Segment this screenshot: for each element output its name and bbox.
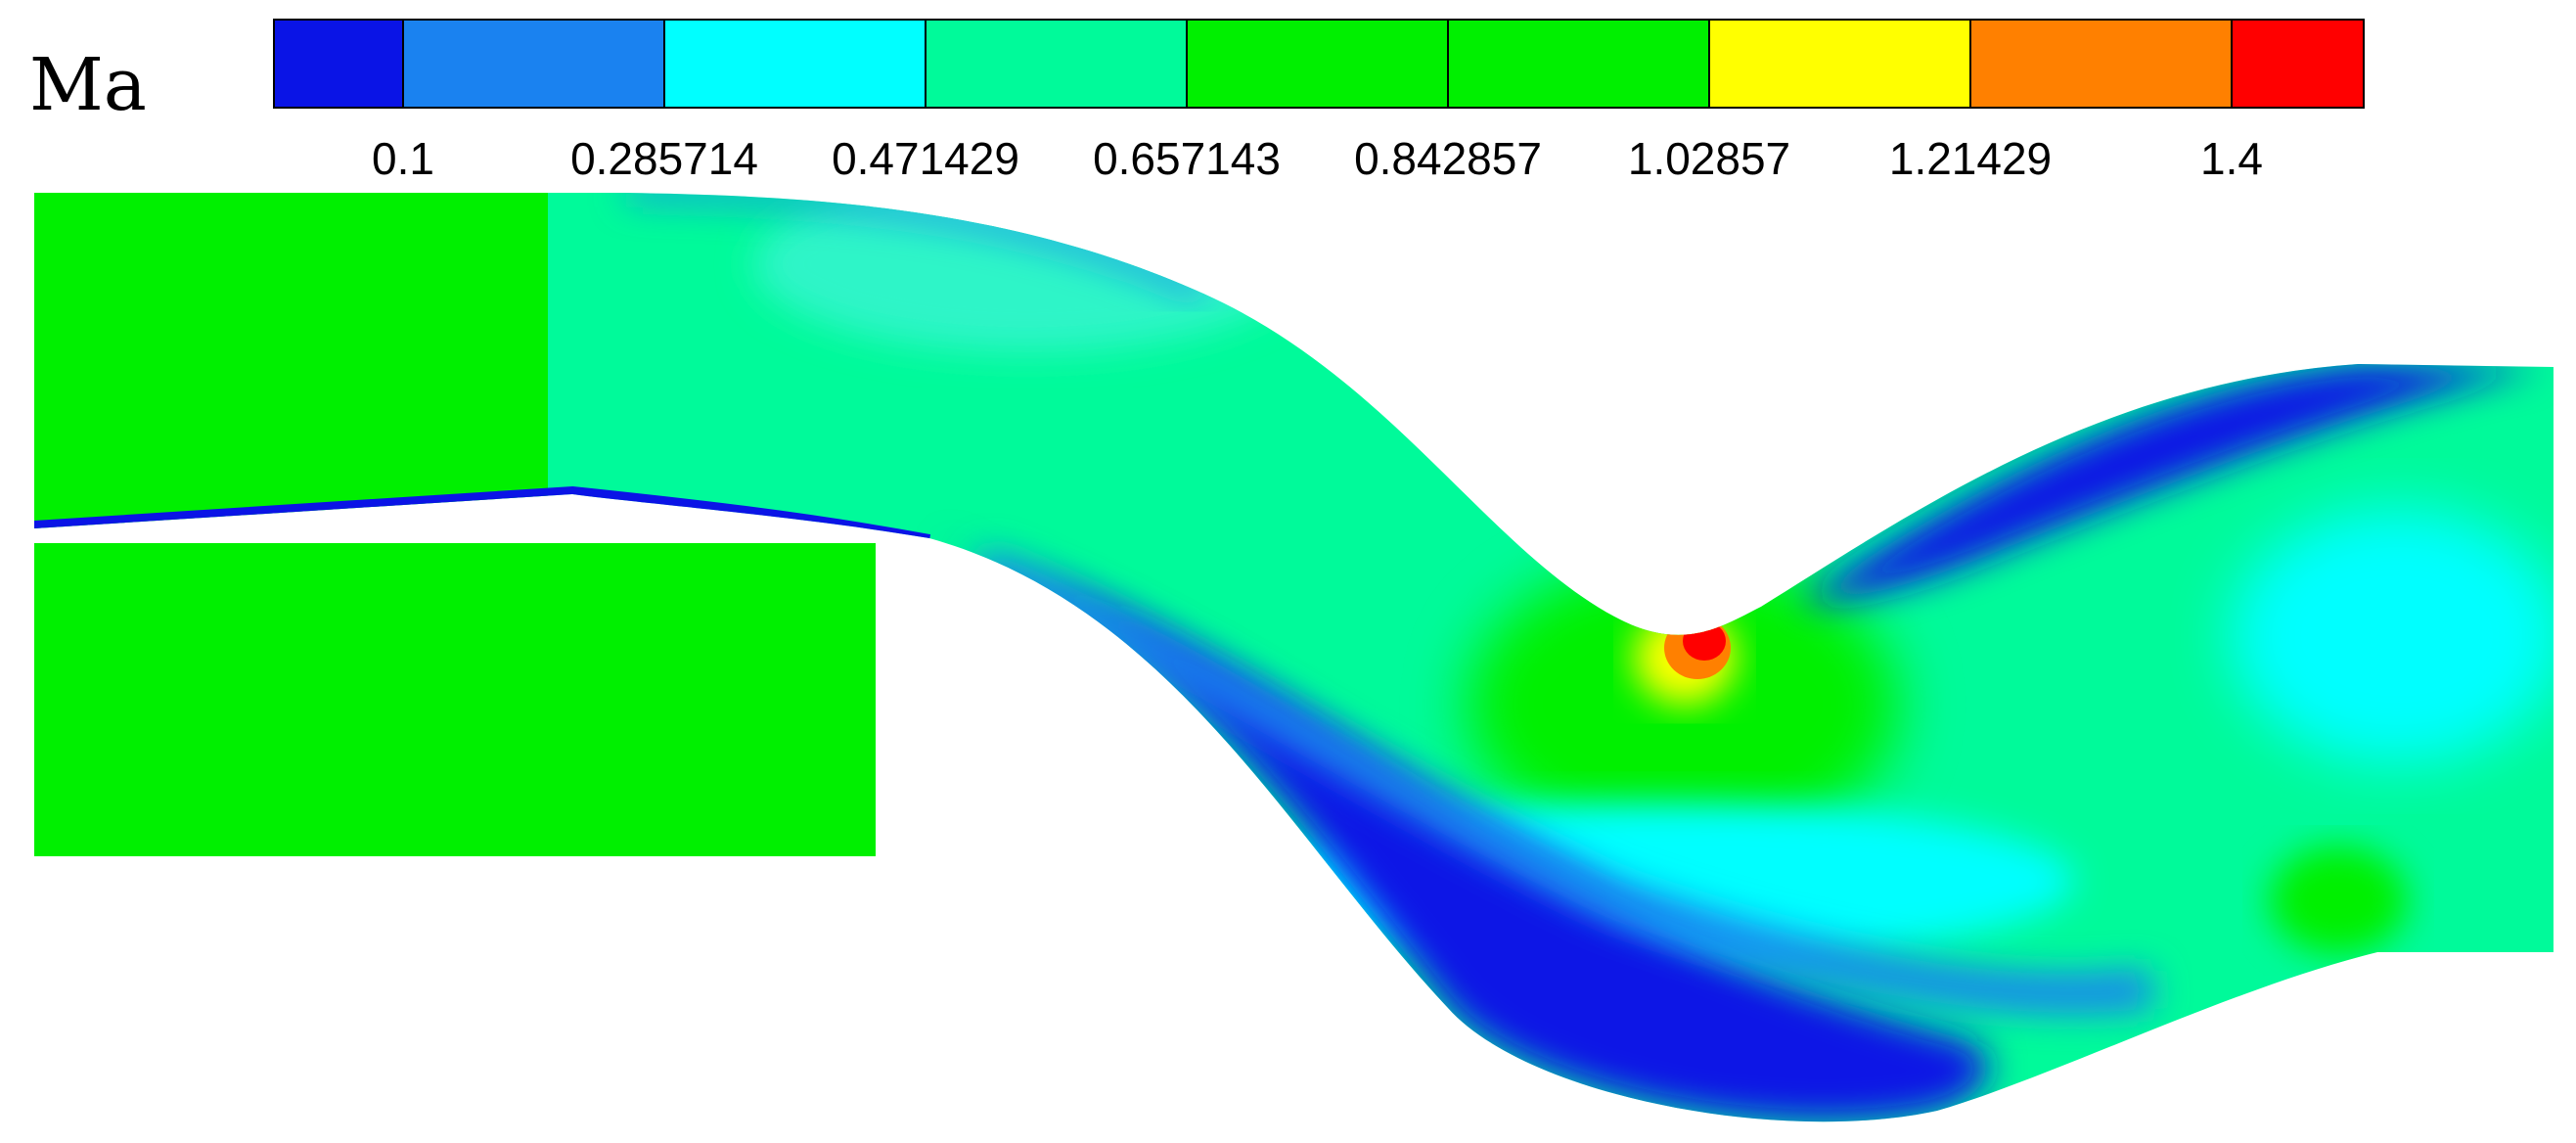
colorbar-tick-label: 0.1: [372, 133, 434, 184]
colorbar-segment: [1969, 19, 2233, 109]
colorbar-segment: [1708, 19, 1971, 109]
mach-contour-field: [34, 193, 2553, 1122]
colorbar-segment: [1447, 19, 1710, 109]
colorbar-segment: [1186, 19, 1449, 109]
colorbar-tick-label: 0.285714: [570, 133, 758, 184]
colorbar-tick-label: 1.21429: [1889, 133, 2052, 184]
colorbar-segment: [2231, 19, 2365, 109]
colorbar: 0.1 0.285714 0.471429 0.657143 0.842857 1.028…: [273, 19, 2365, 184]
lower-separation-edge: [971, 549, 2155, 1014]
throat-hotspot: [1634, 611, 1736, 705]
colorbar-tick-label: 0.471429: [832, 133, 1019, 184]
upper-right-separation: [1800, 364, 2544, 602]
outlet-green: [2270, 846, 2407, 954]
colorbar-tick-label: 0.842857: [1354, 133, 1542, 184]
upper-bend-cyan: [753, 193, 1301, 352]
outlet-cyan: [2231, 509, 2553, 763]
colorbar-title: Ma: [29, 43, 147, 127]
colorbar-tick-label: 0.657143: [1093, 133, 1281, 184]
colorbar-segment: [402, 19, 665, 109]
throat-green: [1468, 558, 1898, 851]
colorbar-tick-label: 1.02857: [1628, 133, 1790, 184]
colorbar-tick-label: 1.4: [2200, 133, 2263, 184]
colorbar-segment: [663, 19, 926, 109]
lower-inlet-block: [34, 543, 876, 856]
colorbar-segment: [273, 19, 404, 109]
colorbar-segment: [925, 19, 1188, 109]
